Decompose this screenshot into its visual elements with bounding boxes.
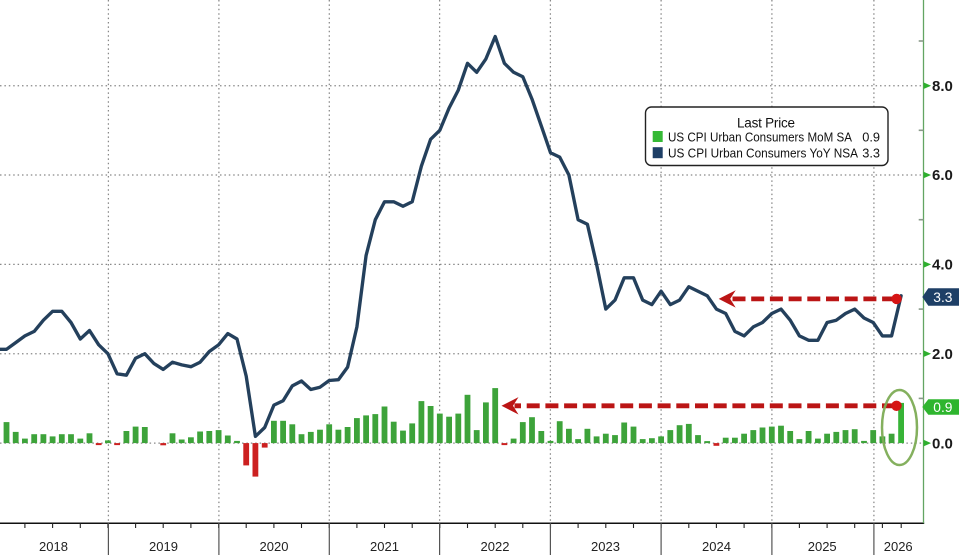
svg-text:0.9: 0.9 bbox=[862, 129, 880, 144]
svg-text:2020: 2020 bbox=[260, 539, 289, 554]
svg-text:2024: 2024 bbox=[702, 539, 731, 554]
svg-text:2023: 2023 bbox=[591, 539, 620, 554]
svg-text:2.0: 2.0 bbox=[932, 346, 953, 363]
svg-text:2019: 2019 bbox=[149, 539, 178, 554]
svg-text:2022: 2022 bbox=[481, 539, 510, 554]
svg-text:US CPI Urban Consumers YoY NSA: US CPI Urban Consumers YoY NSA bbox=[668, 145, 858, 160]
svg-text:0.9: 0.9 bbox=[933, 400, 953, 415]
svg-text:3.3: 3.3 bbox=[862, 145, 880, 160]
svg-text:3.3: 3.3 bbox=[933, 290, 953, 305]
svg-text:4.0: 4.0 bbox=[932, 257, 953, 274]
svg-text:6.0: 6.0 bbox=[932, 167, 953, 184]
svg-text:2021: 2021 bbox=[370, 539, 399, 554]
svg-text:2026: 2026 bbox=[884, 539, 913, 554]
svg-text:Last Price: Last Price bbox=[737, 115, 795, 130]
svg-text:US CPI Urban Consumers MoM SA: US CPI Urban Consumers MoM SA bbox=[668, 129, 852, 144]
svg-text:2025: 2025 bbox=[808, 539, 837, 554]
svg-text:8.0: 8.0 bbox=[932, 78, 953, 95]
svg-text:0.0: 0.0 bbox=[932, 435, 953, 452]
svg-text:2018: 2018 bbox=[39, 539, 68, 554]
